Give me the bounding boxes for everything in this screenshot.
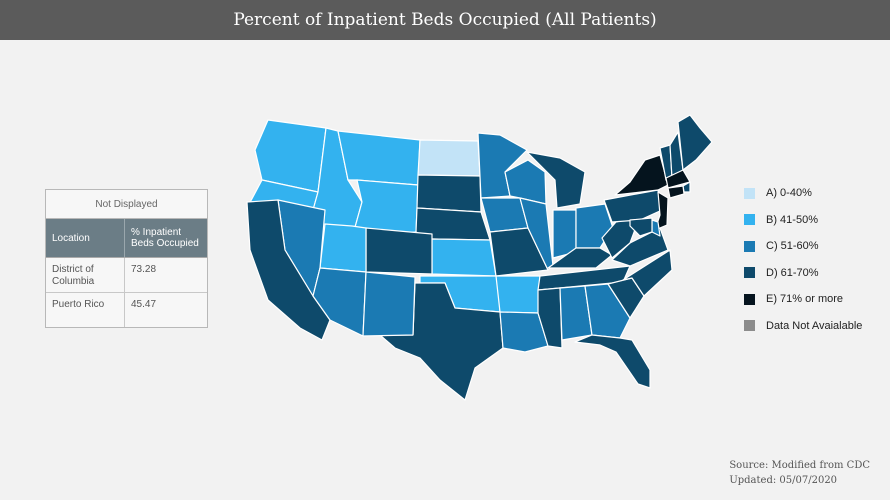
- source-line: Source: Modified from CDC: [729, 460, 870, 471]
- map-title: Percent of Inpatient Beds Occupied (All …: [0, 0, 890, 40]
- state-utah[interactable]: [319, 223, 367, 273]
- table-row: District of Columbia 73.28: [46, 258, 207, 293]
- state-georgia[interactable]: [584, 283, 631, 339]
- state-north-carolina[interactable]: [622, 249, 673, 297]
- legend-item-b: B) 41-50%: [744, 207, 862, 234]
- legend-swatch: [744, 214, 755, 226]
- state-mississippi[interactable]: [537, 287, 563, 349]
- state-kansas[interactable]: [431, 238, 497, 277]
- updated-line: Updated: 05/07/2020: [729, 475, 838, 486]
- state-montana[interactable]: [337, 130, 421, 186]
- column-header-percent: % Inpatient Beds Occupied: [131, 227, 199, 249]
- not-displayed-title: Not Displayed: [46, 190, 207, 219]
- value-cell: 45.47: [131, 299, 157, 310]
- state-maryland[interactable]: [629, 217, 653, 237]
- value-cell: 73.28: [131, 264, 157, 275]
- state-michigan[interactable]: [526, 151, 586, 209]
- state-pennsylvania[interactable]: [603, 189, 663, 223]
- legend-label: E) 71% or more: [766, 293, 844, 306]
- us-choropleth-map: [246, 114, 713, 401]
- state-california[interactable]: [246, 199, 331, 341]
- location-cell: Puerto Rico: [46, 293, 125, 327]
- legend-swatch: [744, 240, 755, 252]
- legend-label: Data Not Avaialable: [766, 319, 863, 332]
- legend-item-a: A) 0-40%: [744, 180, 862, 207]
- state-connecticut[interactable]: [667, 185, 685, 199]
- legend-item-e: E) 71% or more: [744, 286, 862, 313]
- source-note: Source: Modified from CDC Updated: 05/07…: [729, 458, 870, 488]
- legend-item-c: C) 51-60%: [744, 233, 862, 260]
- state-new-mexico[interactable]: [362, 271, 416, 337]
- legend-swatch: [744, 293, 755, 305]
- legend-label: D) 61-70%: [766, 266, 819, 279]
- legend-swatch: [744, 320, 755, 332]
- table-header-row: Location % Inpatient Beds Occupied: [46, 219, 207, 258]
- state-colorado[interactable]: [365, 227, 433, 275]
- state-south-dakota[interactable]: [416, 174, 482, 213]
- location-cell: District of Columbia: [46, 258, 125, 292]
- state-north-dakota[interactable]: [417, 139, 481, 177]
- state-arkansas[interactable]: [495, 275, 541, 314]
- state-kentucky[interactable]: [547, 247, 613, 269]
- legend-swatch: [744, 267, 755, 279]
- legend-label: A) 0-40%: [766, 187, 812, 200]
- state-new-york[interactable]: [614, 154, 669, 196]
- not-displayed-table: Not Displayed Location % Inpatient Beds …: [45, 189, 208, 328]
- state-arizona[interactable]: [312, 267, 367, 337]
- legend-item-d: D) 61-70%: [744, 260, 862, 287]
- legend-label: C) 51-60%: [766, 240, 819, 253]
- table-row: Puerto Rico 45.47: [46, 293, 207, 327]
- state-new-jersey[interactable]: [654, 191, 669, 231]
- legend-item-na: Data Not Avaialable: [744, 313, 862, 340]
- map-legend: A) 0-40% B) 41-50% C) 51-60% D) 61-70% E…: [744, 180, 862, 339]
- state-louisiana[interactable]: [499, 311, 549, 353]
- legend-swatch: [744, 187, 755, 199]
- legend-label: B) 41-50%: [766, 213, 818, 226]
- state-maine[interactable]: [677, 114, 713, 171]
- column-header-location: Location: [46, 219, 125, 257]
- state-florida[interactable]: [574, 334, 651, 389]
